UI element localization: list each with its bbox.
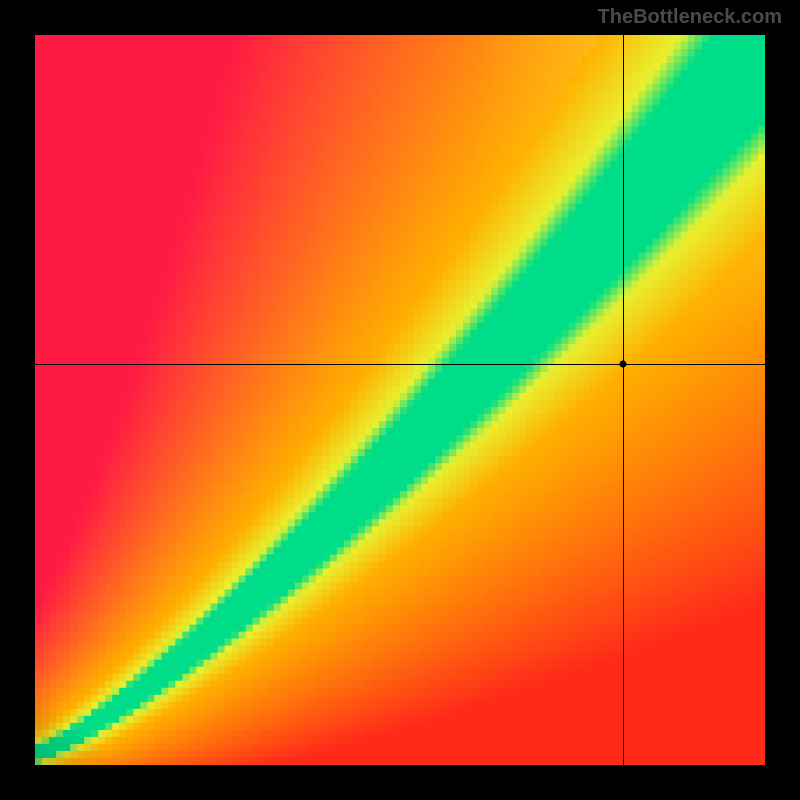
crosshair-marker (619, 360, 626, 367)
chart-container: TheBottleneck.com (0, 0, 800, 800)
crosshair-horizontal (35, 364, 765, 365)
crosshair-vertical (623, 35, 624, 765)
heatmap-canvas (35, 35, 765, 765)
heatmap-plot (35, 35, 765, 765)
watermark-text: TheBottleneck.com (598, 6, 782, 29)
